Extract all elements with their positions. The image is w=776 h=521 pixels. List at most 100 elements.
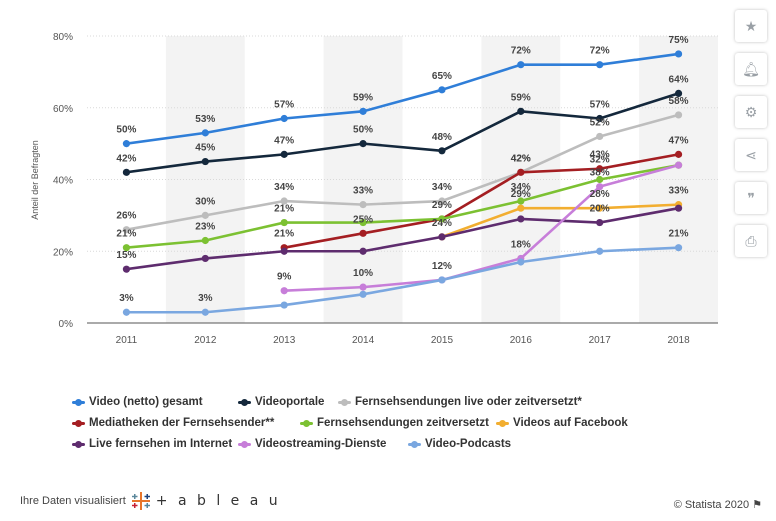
data-label: 25% [353,214,373,225]
data-point[interactable] [596,132,604,141]
data-point[interactable] [359,229,367,237]
data-point[interactable] [674,161,683,169]
data-point[interactable] [517,215,525,223]
data-point[interactable] [359,218,367,227]
data-point[interactable] [674,50,683,58]
data-point[interactable] [122,244,131,252]
data-point[interactable] [359,140,367,148]
legend-item[interactable]: Mediatheken der Fernsehsender** [72,417,274,429]
data-label: 24% [432,218,452,229]
data-point[interactable] [517,107,525,115]
data-point[interactable] [122,226,131,234]
data-point[interactable] [280,247,288,255]
data-point[interactable] [122,140,131,148]
x-tick-label: 2011 [116,335,138,346]
data-point[interactable] [201,157,209,166]
data-point[interactable] [359,247,367,255]
quote-icon[interactable]: ❞ [735,182,767,214]
sidebar-toolbar: ★ 🔔︎ ⚙ ⋖ ❞ ⎙ [735,10,769,268]
data-point[interactable] [438,147,446,155]
data-point[interactable] [438,233,446,241]
data-point[interactable] [122,308,131,316]
legend-item[interactable]: Video (netto) gesamt [72,396,203,408]
series-6[interactable] [122,204,683,273]
data-point[interactable] [517,204,525,212]
data-point[interactable] [359,201,367,209]
data-point[interactable] [359,283,367,291]
data-point[interactable] [674,150,683,158]
data-point[interactable] [280,287,288,295]
series-line[interactable] [126,92,679,174]
data-point[interactable] [674,111,683,119]
data-point[interactable] [201,308,209,316]
data-point[interactable] [596,204,604,212]
series-line[interactable] [441,203,679,239]
legend-item[interactable]: Video-Podcasts [408,438,511,450]
series-8[interactable] [122,244,683,316]
data-point[interactable] [280,218,288,227]
series-0[interactable] [122,50,683,148]
data-label: 28% [590,189,610,200]
data-point[interactable] [596,61,604,69]
data-point[interactable] [122,265,131,273]
tableau-credit[interactable]: Ihre Daten visualisiert + a b l e a u [20,490,281,512]
data-point[interactable] [517,258,525,266]
x-tick-label: 2018 [667,335,690,346]
series-line[interactable] [126,206,679,271]
print-icon[interactable]: ⎙ [735,225,767,257]
legend-item[interactable]: Videos auf Facebook [496,417,628,429]
x-tick-label: 2013 [273,335,296,346]
legend-item[interactable]: Fernsehsendungen live oder zeitversetzt* [338,396,582,408]
legend-swatch [238,440,251,448]
x-tick-label: 2017 [589,335,612,346]
data-point[interactable] [596,175,604,184]
legend-item[interactable]: Videoportale [238,396,324,408]
data-point[interactable] [280,197,288,205]
data-point[interactable] [517,197,525,205]
data-point[interactable] [674,204,683,212]
legend-item[interactable]: Fernsehsendungen zeitversetzt [300,417,489,429]
data-point[interactable] [438,86,446,94]
data-point[interactable] [674,244,683,252]
data-point[interactable] [438,276,446,284]
data-point[interactable] [596,218,604,227]
data-point[interactable] [280,150,288,158]
data-point[interactable] [359,290,367,298]
copyright[interactable]: © Statista 2020 ⚑ [674,498,762,511]
data-point[interactable] [596,247,604,255]
series-line[interactable] [283,153,679,249]
data-point[interactable] [201,236,209,245]
data-point[interactable] [517,168,525,176]
data-point[interactable] [596,114,604,123]
legend-item[interactable]: Live fernsehen im Internet [72,438,232,450]
tableau-wordmark: + a b l e a u [155,493,281,509]
bell-icon[interactable]: 🔔︎ [735,53,767,85]
data-label: 26% [116,211,136,222]
data-label: 50% [116,125,136,136]
series-line[interactable] [126,163,679,249]
data-point[interactable] [122,168,131,176]
star-icon[interactable]: ★ [735,10,767,42]
series-line[interactable] [126,52,679,145]
data-point[interactable] [280,114,288,123]
gear-icon[interactable]: ⚙ [735,96,767,128]
data-point[interactable] [201,254,209,263]
data-point[interactable] [674,89,683,97]
data-point[interactable] [201,211,209,219]
share-icon[interactable]: ⋖ [735,139,767,171]
series-1[interactable] [122,89,683,176]
data-label: 12% [432,261,452,272]
data-point[interactable] [596,183,604,191]
series-line[interactable] [284,163,679,293]
data-point[interactable] [438,215,446,223]
legend-item[interactable]: Videostreaming-Dienste [238,438,386,450]
series-line[interactable] [126,246,679,314]
data-point[interactable] [359,107,367,115]
series-line[interactable] [126,113,679,232]
data-point[interactable] [438,197,446,205]
data-point[interactable] [280,301,288,309]
data-point[interactable] [517,61,525,69]
data-point[interactable] [201,129,209,137]
data-point[interactable] [596,165,604,173]
visualized-text: Ihre Daten visualisiert [20,495,126,507]
